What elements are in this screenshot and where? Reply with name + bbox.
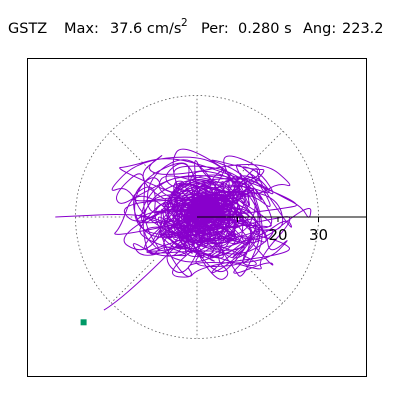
period-label: Per: xyxy=(201,21,229,37)
radial-tick-label-20: 20 xyxy=(268,226,287,244)
spoke-225 xyxy=(110,259,155,304)
radial-axis: 20 30 xyxy=(197,216,366,244)
plot-frame xyxy=(27,58,367,377)
spoke-135 xyxy=(110,130,155,175)
radial-tick-label-30: 30 xyxy=(309,226,328,244)
trace-end-marker xyxy=(80,319,87,326)
max-value: 37.6 cm/s xyxy=(110,21,181,37)
max-label: Max: xyxy=(64,21,99,37)
plot-header: GSTZ Max: 37.6 cm/s 2 Per: 0.280 s Ang: … xyxy=(8,17,384,37)
angle-value: 223.2 xyxy=(342,21,384,37)
period-value: 0.280 s xyxy=(238,21,292,37)
angle-label: Ang: xyxy=(303,21,336,37)
station-code: GSTZ xyxy=(8,21,47,37)
max-exponent: 2 xyxy=(181,17,188,29)
motion-trace xyxy=(55,148,312,311)
